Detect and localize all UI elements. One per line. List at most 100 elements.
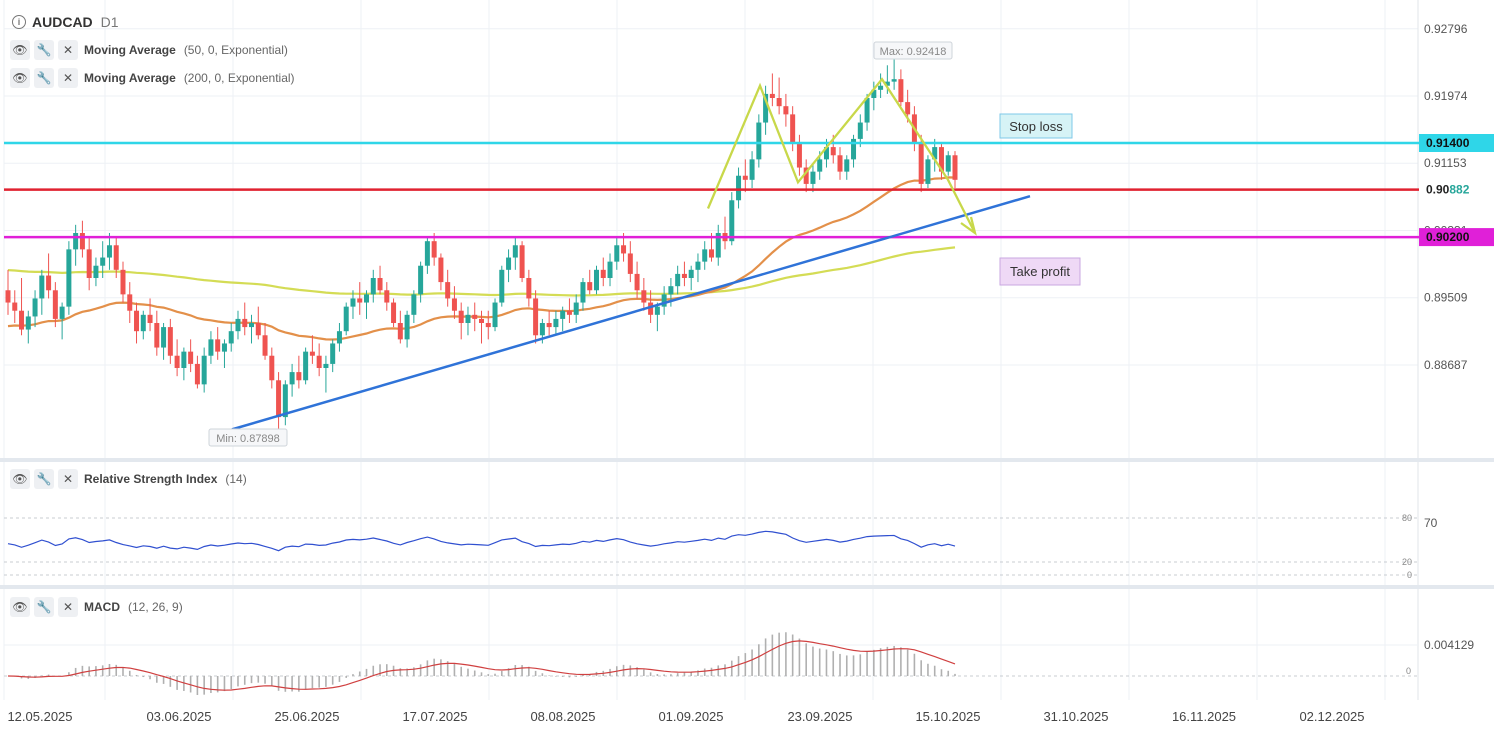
timeframe-label[interactable]: D1 (100, 14, 119, 30)
candle-body (445, 282, 451, 299)
candle-body (742, 175, 748, 180)
candle-body (391, 302, 397, 323)
candlesticks (5, 59, 958, 430)
candle-body (634, 273, 640, 291)
candle-body (79, 233, 85, 250)
candle-body (235, 318, 241, 332)
candle-body (675, 273, 681, 287)
candle-body (39, 275, 45, 299)
info-icon[interactable]: i (12, 15, 26, 29)
close-icon[interactable]: ✕ (58, 68, 78, 88)
eye-icon[interactable]: 👁 (10, 597, 30, 617)
candle-body (945, 155, 951, 172)
candle-body (120, 269, 126, 295)
pane-separators (0, 458, 1494, 589)
wrench-icon[interactable]: 🔧 (34, 597, 54, 617)
candle-body (871, 89, 877, 98)
candle-body (864, 98, 870, 123)
candle-body (512, 245, 518, 258)
candle-body (472, 314, 478, 319)
grid (3, 0, 1419, 700)
candle-body (194, 363, 200, 385)
symbol-name: AUDCAD (32, 14, 93, 30)
max-label: Max: 0.92418 (873, 41, 953, 60)
stop-loss-box (999, 113, 1073, 139)
candle-body (688, 269, 694, 278)
time-tick-label: 23.09.2025 (787, 709, 852, 724)
pane-separator (0, 458, 1494, 462)
current-price-tag (1419, 180, 1494, 199)
time-tick-label: 01.09.2025 (658, 709, 723, 724)
close-icon[interactable]: ✕ (58, 597, 78, 617)
candle-body (147, 314, 153, 323)
candle-body (492, 302, 498, 328)
candle-body (560, 310, 566, 319)
rsi-level-label: 0 (1407, 570, 1412, 580)
candle-body (52, 290, 58, 319)
indicator-row-rsi: 👁 🔧 ✕ Relative Strength Index (14) (10, 469, 247, 489)
candle-body (654, 306, 660, 315)
candle-body (19, 310, 25, 330)
candle-body (681, 273, 687, 278)
candle-body (641, 290, 647, 303)
indicator-name: Moving Average (84, 43, 176, 57)
candle-body (377, 278, 383, 291)
wrench-icon[interactable]: 🔧 (34, 68, 54, 88)
indicator-name: Moving Average (84, 71, 176, 85)
candle-body (127, 294, 133, 311)
candle-body (844, 159, 850, 172)
candle-body (729, 200, 735, 242)
indicator-row-macd: 👁 🔧 ✕ MACD (12, 26, 9) (10, 597, 183, 617)
candle-body (282, 384, 288, 418)
candle-body (424, 241, 430, 266)
eye-icon[interactable]: 👁 (10, 469, 30, 489)
candle-body (25, 316, 31, 330)
candle-body (12, 302, 18, 311)
candle-body (86, 249, 92, 278)
candle-body (228, 331, 234, 344)
indicator-params: (12, 26, 9) (128, 600, 183, 614)
stop-loss-annotation: Stop loss (999, 113, 1073, 139)
take-profit-box (999, 257, 1081, 286)
candle-body (695, 261, 701, 270)
candle-body (566, 310, 572, 315)
candle-body (479, 318, 484, 323)
candle-body (106, 245, 112, 258)
candle-body (167, 327, 173, 356)
candle-body (546, 323, 552, 328)
candle-body (614, 245, 620, 262)
candle-body (763, 93, 769, 123)
stop-loss-price-text: 0.91400 (1426, 136, 1470, 150)
price-tick-label: 0.89509 (1424, 291, 1468, 305)
candle-body (188, 351, 194, 364)
arrow-head (960, 216, 977, 236)
indicator-row-ma50: 👁 🔧 ✕ Moving Average (50, 0, Exponential… (10, 40, 288, 60)
candle-body (174, 355, 180, 368)
candle-body (878, 85, 884, 90)
close-icon[interactable]: ✕ (58, 40, 78, 60)
eye-icon[interactable]: 👁 (10, 68, 30, 88)
price-tick-label: 0.91153 (1424, 156, 1467, 170)
current-price-suffix: 882 (1449, 183, 1469, 197)
rsi-pane: 80 20 0 70 (4, 513, 1438, 580)
candle-body (817, 159, 823, 172)
wrench-icon[interactable]: 🔧 (34, 469, 54, 489)
candle-body (898, 79, 904, 103)
indicator-params: (200, 0, Exponential) (183, 71, 295, 85)
candle-body (533, 298, 539, 336)
eye-icon[interactable]: 👁 (10, 40, 30, 60)
candle-body (370, 278, 376, 295)
candle-body (215, 339, 221, 352)
candle-body (404, 314, 410, 340)
time-tick-label: 31.10.2025 (1043, 709, 1108, 724)
wrench-icon[interactable]: 🔧 (34, 40, 54, 60)
rsi-level-label: 20 (1402, 557, 1412, 567)
candle-body (100, 257, 106, 266)
close-icon[interactable]: ✕ (58, 469, 78, 489)
candle-body (553, 318, 559, 328)
candle-body (587, 282, 593, 291)
candle-body (32, 298, 38, 317)
candle-body (925, 159, 931, 184)
candle-body (5, 290, 11, 303)
